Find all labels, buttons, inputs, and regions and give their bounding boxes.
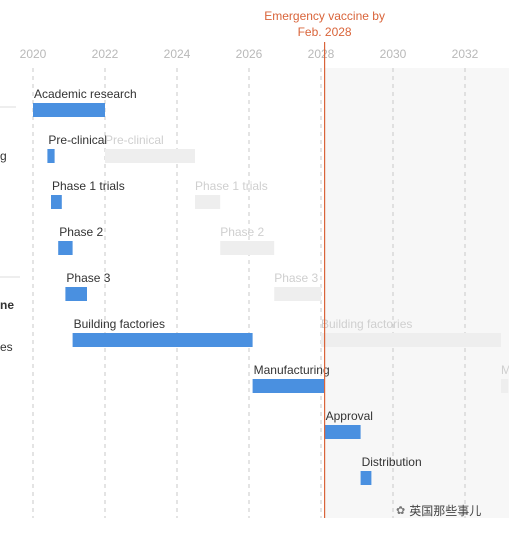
bar-phase-3 [65, 287, 87, 301]
ghost-bar-phase-1-trials [195, 195, 221, 209]
ghost-label-manufacturing: M [501, 363, 509, 377]
tick-label-2024: 2024 [164, 47, 191, 61]
ghost-bar-phase-3 [274, 287, 321, 301]
bar-building-factories [72, 333, 253, 347]
bar-phase-2 [58, 241, 73, 255]
tick-label-2026: 2026 [236, 47, 263, 61]
bar-pre-clinical [47, 149, 55, 163]
tick-label-2028: 2028 [308, 47, 335, 61]
tick-label-2022: 2022 [92, 47, 119, 61]
label-building-factories: Building factories [74, 317, 165, 331]
label-academic-research: Academic research [34, 87, 137, 101]
watermark: ✿ 英国那些事儿 [396, 502, 481, 519]
x-axis-ticks: 2020 2022 2024 2026 2028 2030 2032 [20, 47, 479, 61]
ghost-label-building-factories: Building factories [321, 317, 412, 331]
label-distribution: Distribution [362, 455, 422, 469]
bar-academic-research [33, 103, 105, 117]
annotation-line-2: Feb. 2028 [298, 25, 352, 39]
task-bars: Academic research Pre-clinicalPre-clinica… [33, 87, 509, 485]
ghost-label-phase-2: Phase 2 [220, 225, 264, 239]
annotation-line-1: Emergency vaccine by [264, 9, 385, 23]
ghost-bar-pre-clinical [105, 149, 195, 163]
label-phase-2: Phase 2 [59, 225, 103, 239]
ghost-label-phase-1-trials: Phase 1 trials [195, 179, 268, 193]
bar-manufacturing [252, 379, 325, 393]
ghost-label-pre-clinical: Pre-clinical [105, 133, 164, 147]
left-cut-labels: g ne es [0, 149, 14, 354]
label-approval: Approval [326, 409, 373, 423]
label-manufacturing: Manufacturing [254, 363, 330, 377]
future-band [324, 68, 509, 518]
tick-label-2030: 2030 [380, 47, 407, 61]
wechat-icon: ✿ [396, 504, 406, 517]
bar-approval [324, 425, 361, 439]
bar-phase-1-trials [51, 195, 62, 209]
label-phase-1-trials: Phase 1 trials [52, 179, 125, 193]
ghost-bar-manufacturing [501, 379, 509, 393]
bar-distribution [360, 471, 372, 485]
left-cut-label-0: g [0, 149, 7, 163]
ghost-bar-phase-2 [220, 241, 275, 255]
tick-label-2020: 2020 [20, 47, 47, 61]
ghost-label-phase-3: Phase 3 [274, 271, 318, 285]
label-pre-clinical: Pre-clinical [48, 133, 107, 147]
watermark-text: 英国那些事儿 [409, 504, 482, 518]
left-cut-label-2: es [0, 340, 13, 354]
ghost-bar-building-factories [321, 333, 501, 347]
label-phase-3: Phase 3 [66, 271, 110, 285]
left-cut-label-1: ne [0, 298, 14, 312]
tick-label-2032: 2032 [452, 47, 479, 61]
